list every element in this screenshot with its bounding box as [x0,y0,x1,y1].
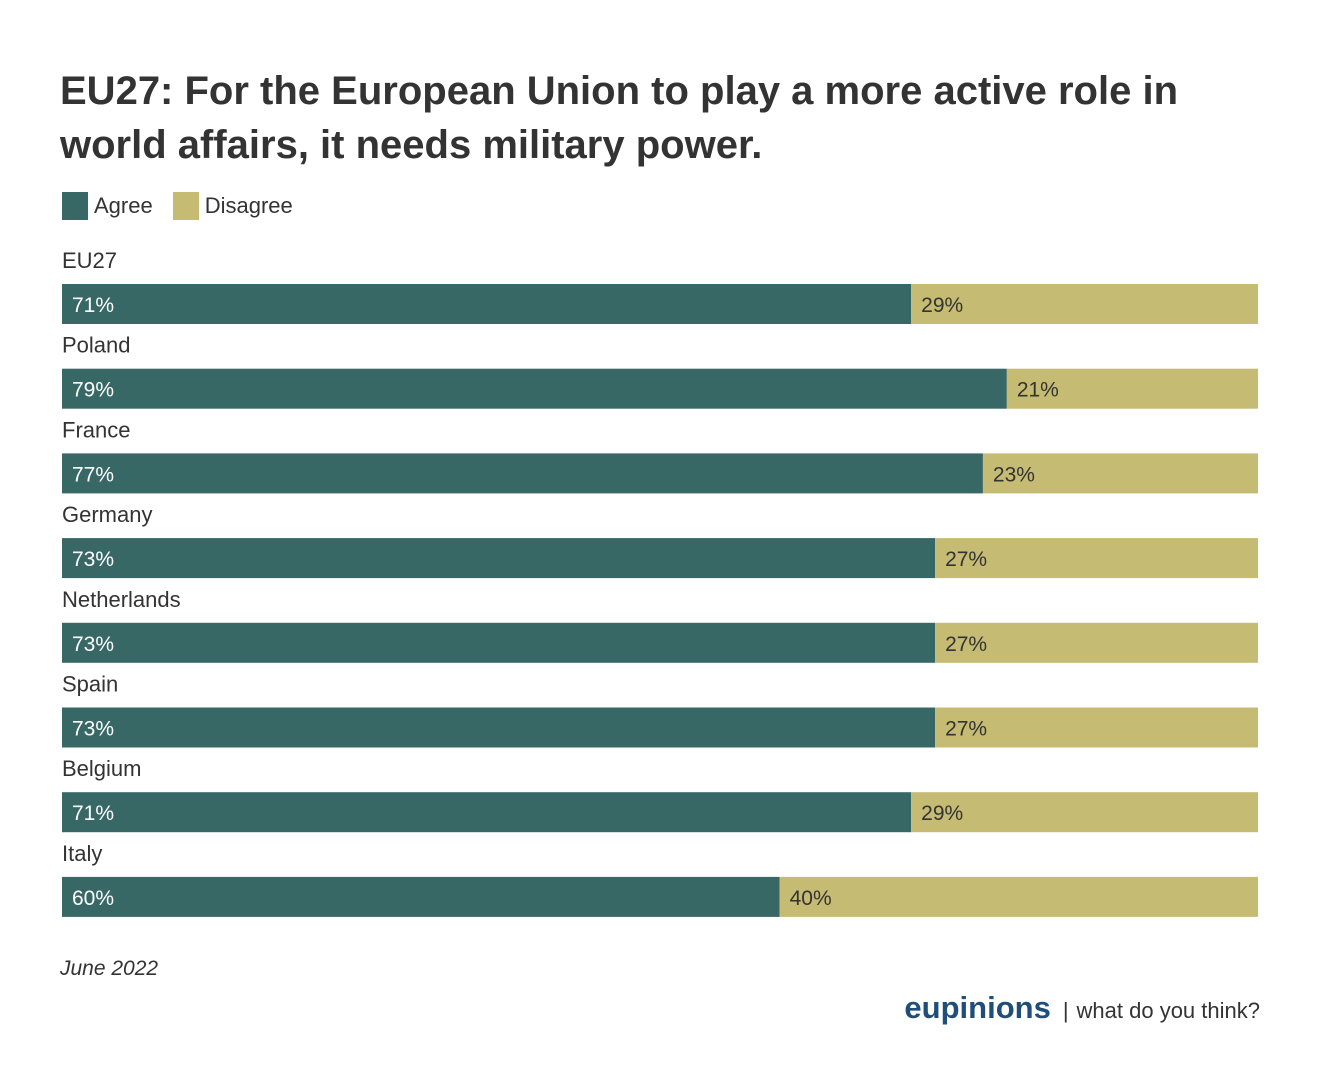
value-label-agree-poland: 79% [72,379,114,402]
value-label-agree-spain: 73% [72,718,114,741]
legend-swatch-agree [62,192,88,220]
brand-logo: eupinions [904,990,1051,1025]
bar-agree-netherlands [62,622,936,663]
legend-swatch-disagree [172,192,199,220]
value-label-agree-eu27: 71% [72,294,114,317]
value-label-agree-italy: 60% [72,887,114,910]
value-label-disagree-italy: 40% [790,887,832,910]
legend-label-agree: Agree [94,193,153,218]
bar-disagree-spain [935,707,1258,748]
value-label-disagree-netherlands: 27% [945,633,987,656]
bar-disagree-france [982,453,1258,494]
category-label-poland: Poland [62,333,131,358]
category-label-netherlands: Netherlands [62,587,181,612]
value-label-disagree-france: 23% [993,463,1035,486]
value-label-disagree-eu27: 29% [921,294,963,317]
category-label-italy: Italy [62,841,102,866]
value-label-disagree-spain: 27% [945,718,987,741]
chart-title: EU27: For the European Union to play a m… [60,69,1179,167]
bar-agree-poland [62,368,1007,409]
bar-agree-spain [62,707,936,748]
value-label-disagree-poland: 21% [1017,379,1059,402]
bar-disagree-netherlands [935,622,1258,663]
category-label-france: France [62,417,130,442]
value-label-agree-france: 77% [72,463,114,486]
bar-agree-france [62,453,983,494]
category-label-spain: Spain [62,672,118,697]
brand-footer: eupinions | what do you think? [904,990,1260,1026]
bar-disagree-eu27 [911,284,1258,324]
legend-item-disagree: Disagree [172,192,293,220]
value-label-disagree-germany: 27% [945,548,987,571]
bar-agree-eu27 [62,284,912,324]
bar-agree-belgium [62,792,912,833]
category-label-germany: Germany [62,502,152,527]
value-label-agree-germany: 73% [72,548,114,571]
category-label-belgium: Belgium [62,756,141,781]
bar-agree-italy [62,876,780,917]
category-label-eu27: EU27 [62,248,117,273]
bar-disagree-belgium [911,792,1258,833]
value-label-agree-netherlands: 73% [72,633,114,656]
bar-disagree-poland [1006,368,1258,409]
stacked-bar-chart: EU27 71% 29% Poland 79% 21% France 77% 23% German… [62,248,1258,917]
legend-item-agree: Agree [62,192,153,220]
brand-tagline: what do you think? [1076,998,1260,1023]
bar-disagree-germany [935,538,1258,579]
bar-disagree-italy [779,876,1258,917]
legend: Agree Disagree [62,190,313,222]
value-label-agree-belgium: 71% [72,802,114,825]
brand-separator: | [1062,998,1069,1023]
value-label-disagree-belgium: 29% [921,802,963,825]
legend-label-disagree: Disagree [204,193,293,218]
bar-agree-germany [62,538,936,579]
date-footnote: June 2022 [60,957,159,980]
